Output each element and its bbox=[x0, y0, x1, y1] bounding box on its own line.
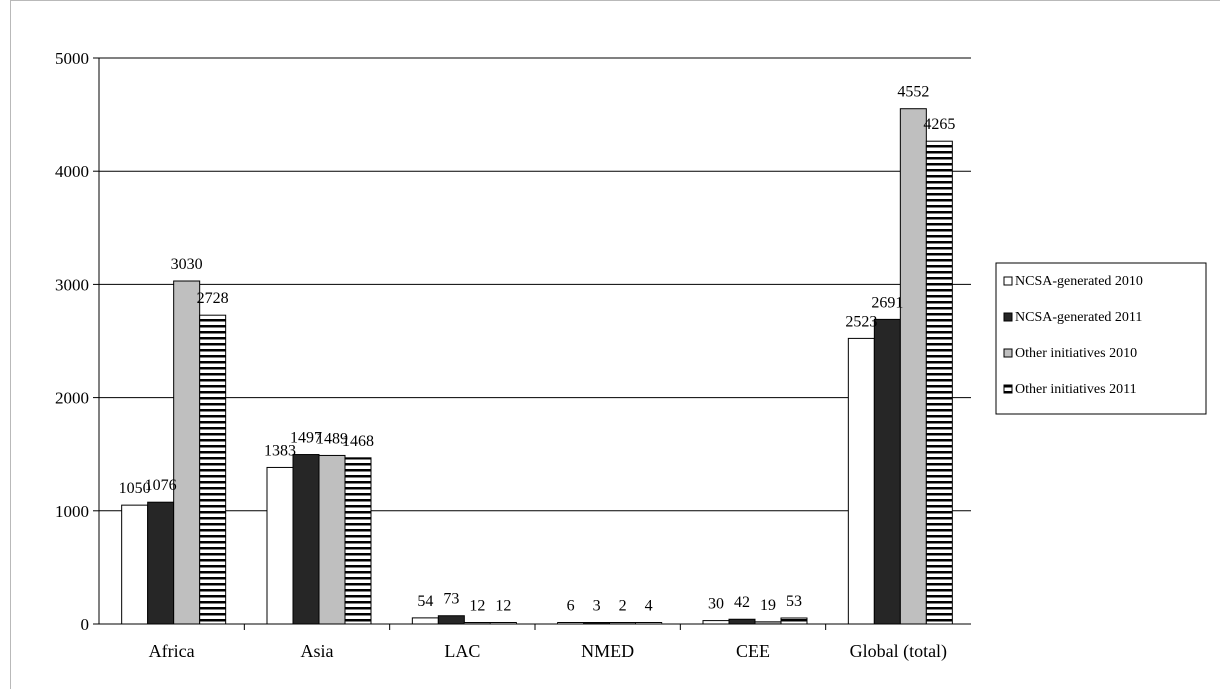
legend-entry-label: NCSA-generated 2010 bbox=[1015, 274, 1143, 289]
bar bbox=[899, 108, 927, 625]
x-category-label: Africa bbox=[149, 641, 195, 661]
bar bbox=[147, 501, 175, 625]
legend-box bbox=[995, 262, 1207, 415]
legend-swatch bbox=[1003, 384, 1013, 394]
bar bbox=[318, 454, 346, 625]
bar-value-label: 4 bbox=[645, 598, 653, 615]
bar-value-label: 1076 bbox=[145, 477, 177, 494]
legend-swatch bbox=[1003, 312, 1013, 322]
bar-value-label: 2 bbox=[619, 598, 627, 615]
bar-value-label: 53 bbox=[786, 593, 802, 610]
bar-value-label: 3 bbox=[593, 598, 601, 615]
bar-value-label: 30 bbox=[708, 596, 724, 613]
bar-value-label: 54 bbox=[417, 593, 433, 610]
bar-chart: 0 1000 2000 3000 4000 5000 Africa Asia LAC NMED CE… bbox=[55, 49, 1207, 662]
bar-value-label: 12 bbox=[495, 598, 511, 615]
bar-value-label: 73 bbox=[443, 591, 459, 608]
axes: 0 1000 2000 3000 4000 5000 Africa Asia LAC NMED CE… bbox=[55, 49, 971, 662]
bar bbox=[266, 466, 294, 625]
gridlines bbox=[99, 57, 971, 512]
legend: NCSA-generated 2010 NCSA-generated 2011 Ot… bbox=[995, 262, 1207, 415]
bar-value-label: 1050 bbox=[119, 480, 151, 497]
x-category-label: CEE bbox=[736, 641, 770, 661]
bar bbox=[702, 620, 730, 625]
bars bbox=[121, 108, 953, 625]
bar-value-label: 1383 bbox=[264, 442, 296, 459]
bar bbox=[292, 454, 320, 625]
bar bbox=[121, 504, 149, 625]
y-tick-label: 1000 bbox=[55, 502, 89, 521]
bar bbox=[873, 318, 901, 625]
bar bbox=[344, 457, 372, 625]
bar bbox=[847, 337, 875, 625]
bar-value-label: 4265 bbox=[923, 116, 955, 133]
x-category-label: NMED bbox=[581, 641, 634, 661]
bar bbox=[411, 617, 439, 625]
bar-value-label: 6 bbox=[567, 598, 575, 615]
bar-value-label: 1497 bbox=[290, 430, 322, 447]
bar-value-label: 1489 bbox=[316, 430, 348, 447]
x-category-label: Asia bbox=[301, 641, 334, 661]
bar-value-label: 19 bbox=[760, 597, 776, 614]
y-tick-label: 5000 bbox=[55, 49, 89, 68]
bar-value-label: 4552 bbox=[897, 84, 929, 101]
bar-value-label: 3030 bbox=[171, 256, 203, 273]
legend-entry-label: Other initiatives 2010 bbox=[1015, 346, 1137, 361]
bar-value-label: 2523 bbox=[845, 313, 877, 330]
bar-value-label: 42 bbox=[734, 594, 750, 611]
x-category-label: LAC bbox=[444, 641, 480, 661]
legend-entry-label: Other initiatives 2011 bbox=[1015, 382, 1137, 397]
y-tick-label: 4000 bbox=[55, 162, 89, 181]
bar-value-label: 2691 bbox=[871, 294, 903, 311]
bar bbox=[780, 617, 808, 625]
bar bbox=[173, 280, 201, 625]
legend-swatch bbox=[1003, 348, 1013, 358]
bar-value-label: 12 bbox=[469, 598, 485, 615]
legend-swatch bbox=[1003, 276, 1013, 286]
y-tick-label: 2000 bbox=[55, 389, 89, 408]
bar-value-label: 2728 bbox=[197, 290, 229, 307]
bar bbox=[437, 615, 465, 625]
bar bbox=[728, 618, 756, 625]
y-tick-label: 0 bbox=[81, 615, 90, 634]
x-category-label: Global (total) bbox=[850, 641, 947, 662]
bar bbox=[925, 140, 953, 625]
legend-entry-label: NCSA-generated 2011 bbox=[1015, 310, 1142, 325]
bar-value-label: 1468 bbox=[342, 433, 374, 450]
y-tick-label: 3000 bbox=[55, 275, 89, 294]
bar bbox=[199, 314, 227, 625]
chart-frame: 0 1000 2000 3000 4000 5000 Africa Asia LAC NMED CE… bbox=[10, 0, 1220, 689]
